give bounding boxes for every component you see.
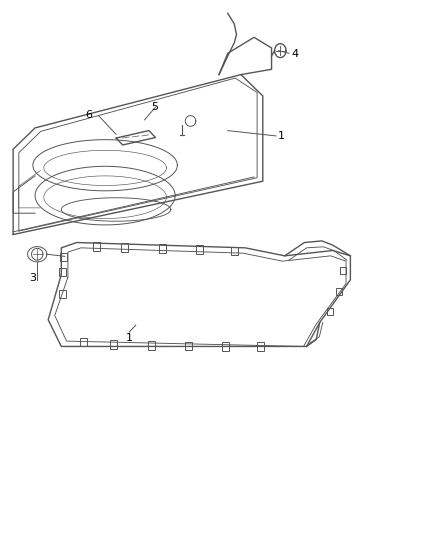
Bar <box>60 253 67 261</box>
Bar <box>257 342 264 351</box>
Bar <box>185 342 192 350</box>
Text: 5: 5 <box>151 102 158 111</box>
Bar <box>196 245 203 254</box>
Text: 3: 3 <box>29 273 36 283</box>
Text: 4: 4 <box>291 50 298 59</box>
Bar <box>59 268 66 276</box>
Bar <box>340 267 346 274</box>
Bar <box>121 243 128 252</box>
Bar <box>80 338 87 346</box>
Text: 1: 1 <box>278 131 285 141</box>
Text: 6: 6 <box>85 110 92 119</box>
Bar <box>93 242 100 251</box>
Bar <box>148 341 155 350</box>
Bar <box>327 308 333 316</box>
Bar <box>60 290 66 298</box>
Bar <box>336 288 343 295</box>
Text: 1: 1 <box>126 333 133 343</box>
Bar <box>231 247 238 255</box>
Bar <box>222 342 229 351</box>
Bar <box>110 340 117 349</box>
Bar <box>159 244 166 253</box>
